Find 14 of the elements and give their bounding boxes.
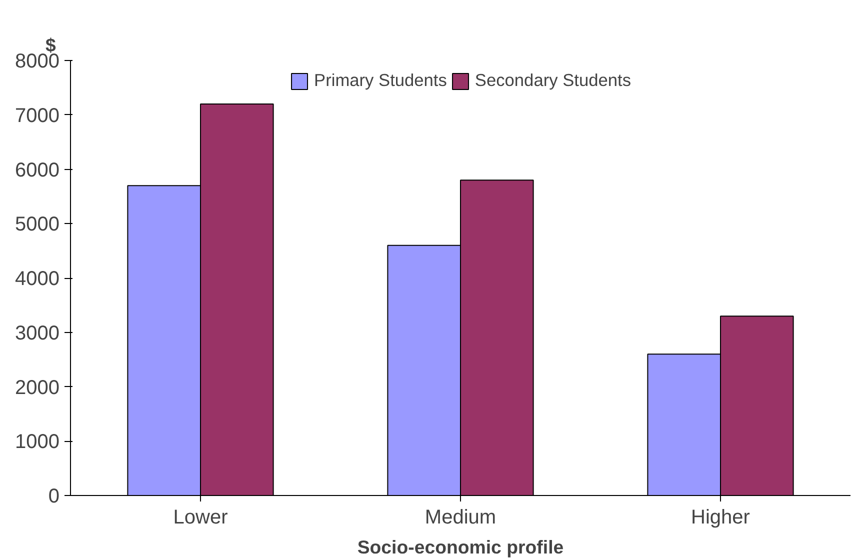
x-axis-title: Socio-economic profile <box>357 536 564 558</box>
y-tick-label: 0 <box>48 486 60 508</box>
y-tick-label: 5000 <box>15 214 60 236</box>
y-tick-label: 6000 <box>15 159 60 182</box>
x-tick-label: Medium <box>424 506 496 528</box>
y-tick-label: 7000 <box>15 104 60 127</box>
y-tick-label: 4000 <box>15 268 60 290</box>
y-tick-label: 3000 <box>15 322 60 344</box>
legend-label: Secondary Students <box>474 70 631 91</box>
x-tick-label: Lower <box>173 506 228 528</box>
x-tick-label: Higher <box>691 506 750 528</box>
y-tick-label: 1000 <box>15 431 60 454</box>
legend-label: Primary Students <box>314 70 447 91</box>
y-tick-label: 2000 <box>15 376 60 399</box>
